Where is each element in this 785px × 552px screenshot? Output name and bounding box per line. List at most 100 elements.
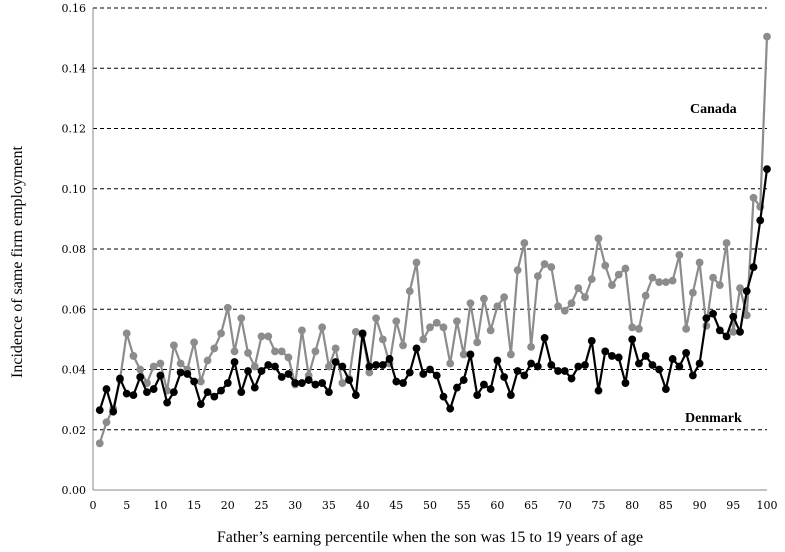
canada-point [662,278,670,287]
denmark-point [378,361,387,369]
x-tick-label: 5 [123,499,130,512]
denmark-point [385,355,394,363]
x-tick-label: 20 [221,499,235,512]
canada-point [695,258,704,267]
canada-point [533,272,542,281]
y-tick-label: 0.12 [62,123,87,136]
denmark-point [756,216,765,225]
y-tick-label: 0.10 [62,183,87,196]
x-axis-label: Father’s earning percentile when the son… [217,529,643,546]
series-label-denmark: Denmark [685,411,742,426]
canada-point [351,327,360,336]
canada-point [102,418,111,427]
canada-point [136,365,145,374]
canada-point [405,287,414,296]
denmark-point [244,367,252,375]
canada-point [331,344,340,353]
y-tick-label: 0.16 [62,2,87,15]
denmark-point [439,392,448,401]
canada-point [453,317,461,326]
denmark-point [520,371,529,380]
denmark-point [527,359,535,368]
denmark-point [480,380,488,389]
denmark-point [318,379,327,387]
denmark-point [196,400,205,409]
canada-point [608,281,616,290]
canada-point [378,335,387,344]
canada-point [230,347,239,356]
canada-point [223,303,232,312]
canada-point [459,350,468,359]
denmark-point [169,388,178,396]
canada-point [264,332,273,341]
canada-point [742,311,751,320]
denmark-point [601,347,610,356]
denmark-point [446,404,455,413]
denmark-point [217,386,225,395]
denmark-point [298,379,306,387]
x-axis-ticks: 0 5 10 15 20 25 30 35 40 45 50 55 60 65 70 75 80 85 90 95 10… [90,499,778,512]
canada-point [217,329,225,338]
denmark-point [533,362,542,371]
denmark-point [742,287,751,296]
denmark-point [749,263,758,271]
canada-point [675,251,684,259]
y-tick-label: 0.04 [62,364,87,377]
series-canada [95,32,771,448]
canada-point [715,281,724,290]
denmark-point [554,367,562,375]
canada-point [500,293,509,302]
denmark-point [149,385,158,393]
canada-point [628,323,637,332]
canada-point [237,314,246,323]
y-tick-label: 0.08 [62,243,87,256]
denmark-point [466,350,475,359]
denmark-point [257,367,266,375]
canada-point [574,284,583,293]
x-tick-label: 45 [389,499,403,512]
x-tick-label: 10 [153,499,167,512]
canada-point [412,258,421,267]
x-tick-label: 25 [255,499,269,512]
denmark-point [102,385,111,393]
denmark-point [648,361,657,369]
denmark-point [230,358,239,366]
x-tick-label: 95 [726,499,740,512]
canada-point [763,32,771,41]
denmark-point [338,362,347,371]
denmark-line [98,169,769,413]
x-tick-label: 90 [693,499,707,512]
x-tick-label: 40 [356,499,370,512]
canada-point [601,261,610,270]
canada-point [682,324,691,333]
denmark-point [574,362,583,371]
denmark-point [695,359,704,368]
denmark-point [284,370,293,378]
denmark-point [459,376,468,384]
x-tick-label: 35 [322,499,336,512]
x-tick-label: 85 [659,499,673,512]
denmark-point [136,373,145,381]
series-label-canada: Canada [690,102,737,117]
canada-point [365,368,374,377]
denmark-point [641,352,650,360]
canada-point [244,349,252,357]
denmark-point [736,327,744,336]
canada-point [439,323,448,332]
denmark-point [129,391,138,400]
denmark-point [473,391,482,400]
canada-point [493,302,502,311]
denmark-point [635,359,643,368]
denmark-point [358,329,367,338]
denmark-point [163,398,172,407]
canada-point [567,299,576,308]
denmark-point [399,379,407,387]
denmark-point [500,373,509,381]
denmark-point [722,332,731,341]
canada-point [486,326,495,335]
denmark-point [547,361,556,369]
canada-point [129,352,138,360]
canada-point [419,335,428,344]
denmark-point [311,380,320,389]
denmark-point [210,392,219,401]
